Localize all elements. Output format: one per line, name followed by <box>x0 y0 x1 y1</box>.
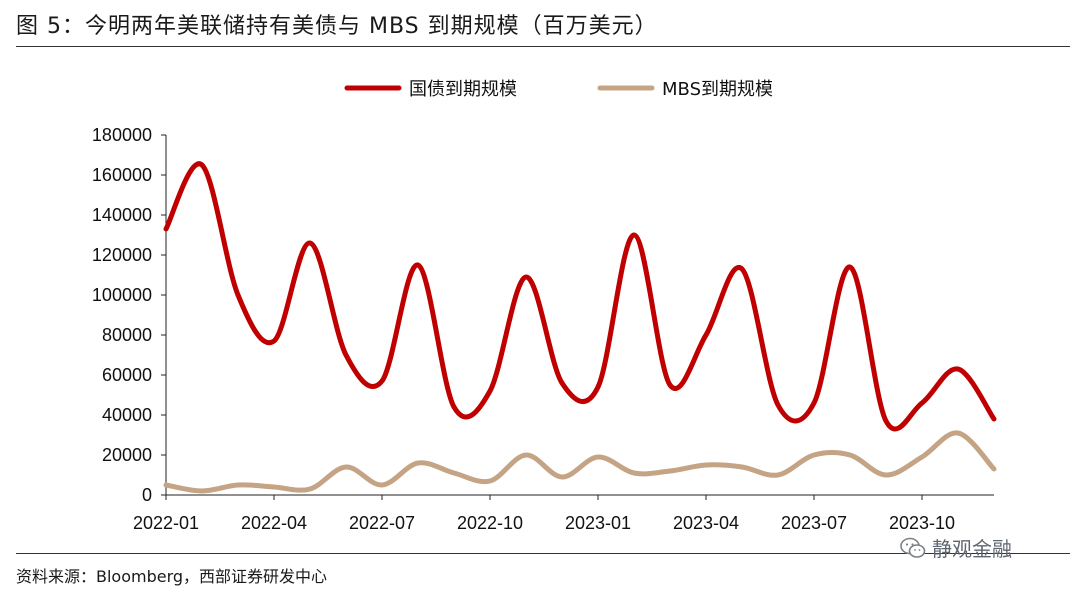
x-tick-label: 2023-04 <box>673 513 739 533</box>
source-note: 资料来源：Bloomberg，西部证券研发中心 <box>16 567 328 586</box>
y-tick-label: 120000 <box>92 245 152 265</box>
wechat-icon <box>900 537 926 558</box>
legend-label-1: MBS到期规模 <box>662 79 773 100</box>
x-tick-label: 2023-10 <box>889 513 955 533</box>
x-tick-label: 2022-10 <box>457 513 523 533</box>
y-tick-label: 40000 <box>102 405 152 425</box>
y-tick-label: 180000 <box>92 125 152 145</box>
watermark-text: 静观金融 <box>932 537 1012 561</box>
watermark: 静观金融 <box>900 533 1012 562</box>
x-tick-label: 2022-01 <box>133 513 199 533</box>
legend-label-0: 国债到期规模 <box>409 79 517 100</box>
y-tick-label: 0 <box>142 485 152 505</box>
chart-legend: 国债到期规模 MBS到期规模 <box>344 79 773 100</box>
x-tick-label: 2022-07 <box>349 513 415 533</box>
x-tick-label: 2023-07 <box>781 513 847 533</box>
y-tick-label: 60000 <box>102 365 152 385</box>
series-line-1 <box>163 430 997 494</box>
chart-axes: 0 20000 40000 60000 80000 100000 120000 140000 1… <box>92 125 994 533</box>
y-tick-label: 160000 <box>92 165 152 185</box>
y-tick-label: 20000 <box>102 445 152 465</box>
y-tick-label: 100000 <box>92 285 152 305</box>
chart-series <box>163 161 997 494</box>
series-line-0 <box>163 161 997 432</box>
y-tick-label: 80000 <box>102 325 152 345</box>
x-tick-label: 2022-04 <box>241 513 307 533</box>
x-tick-label: 2023-01 <box>565 513 631 533</box>
y-tick-label: 140000 <box>92 205 152 225</box>
figure-title: 图 5：今明两年美联储持有美债与 MBS 到期规模（百万美元） <box>16 14 658 39</box>
source-rule <box>16 553 1070 554</box>
title-rule <box>16 46 1070 47</box>
